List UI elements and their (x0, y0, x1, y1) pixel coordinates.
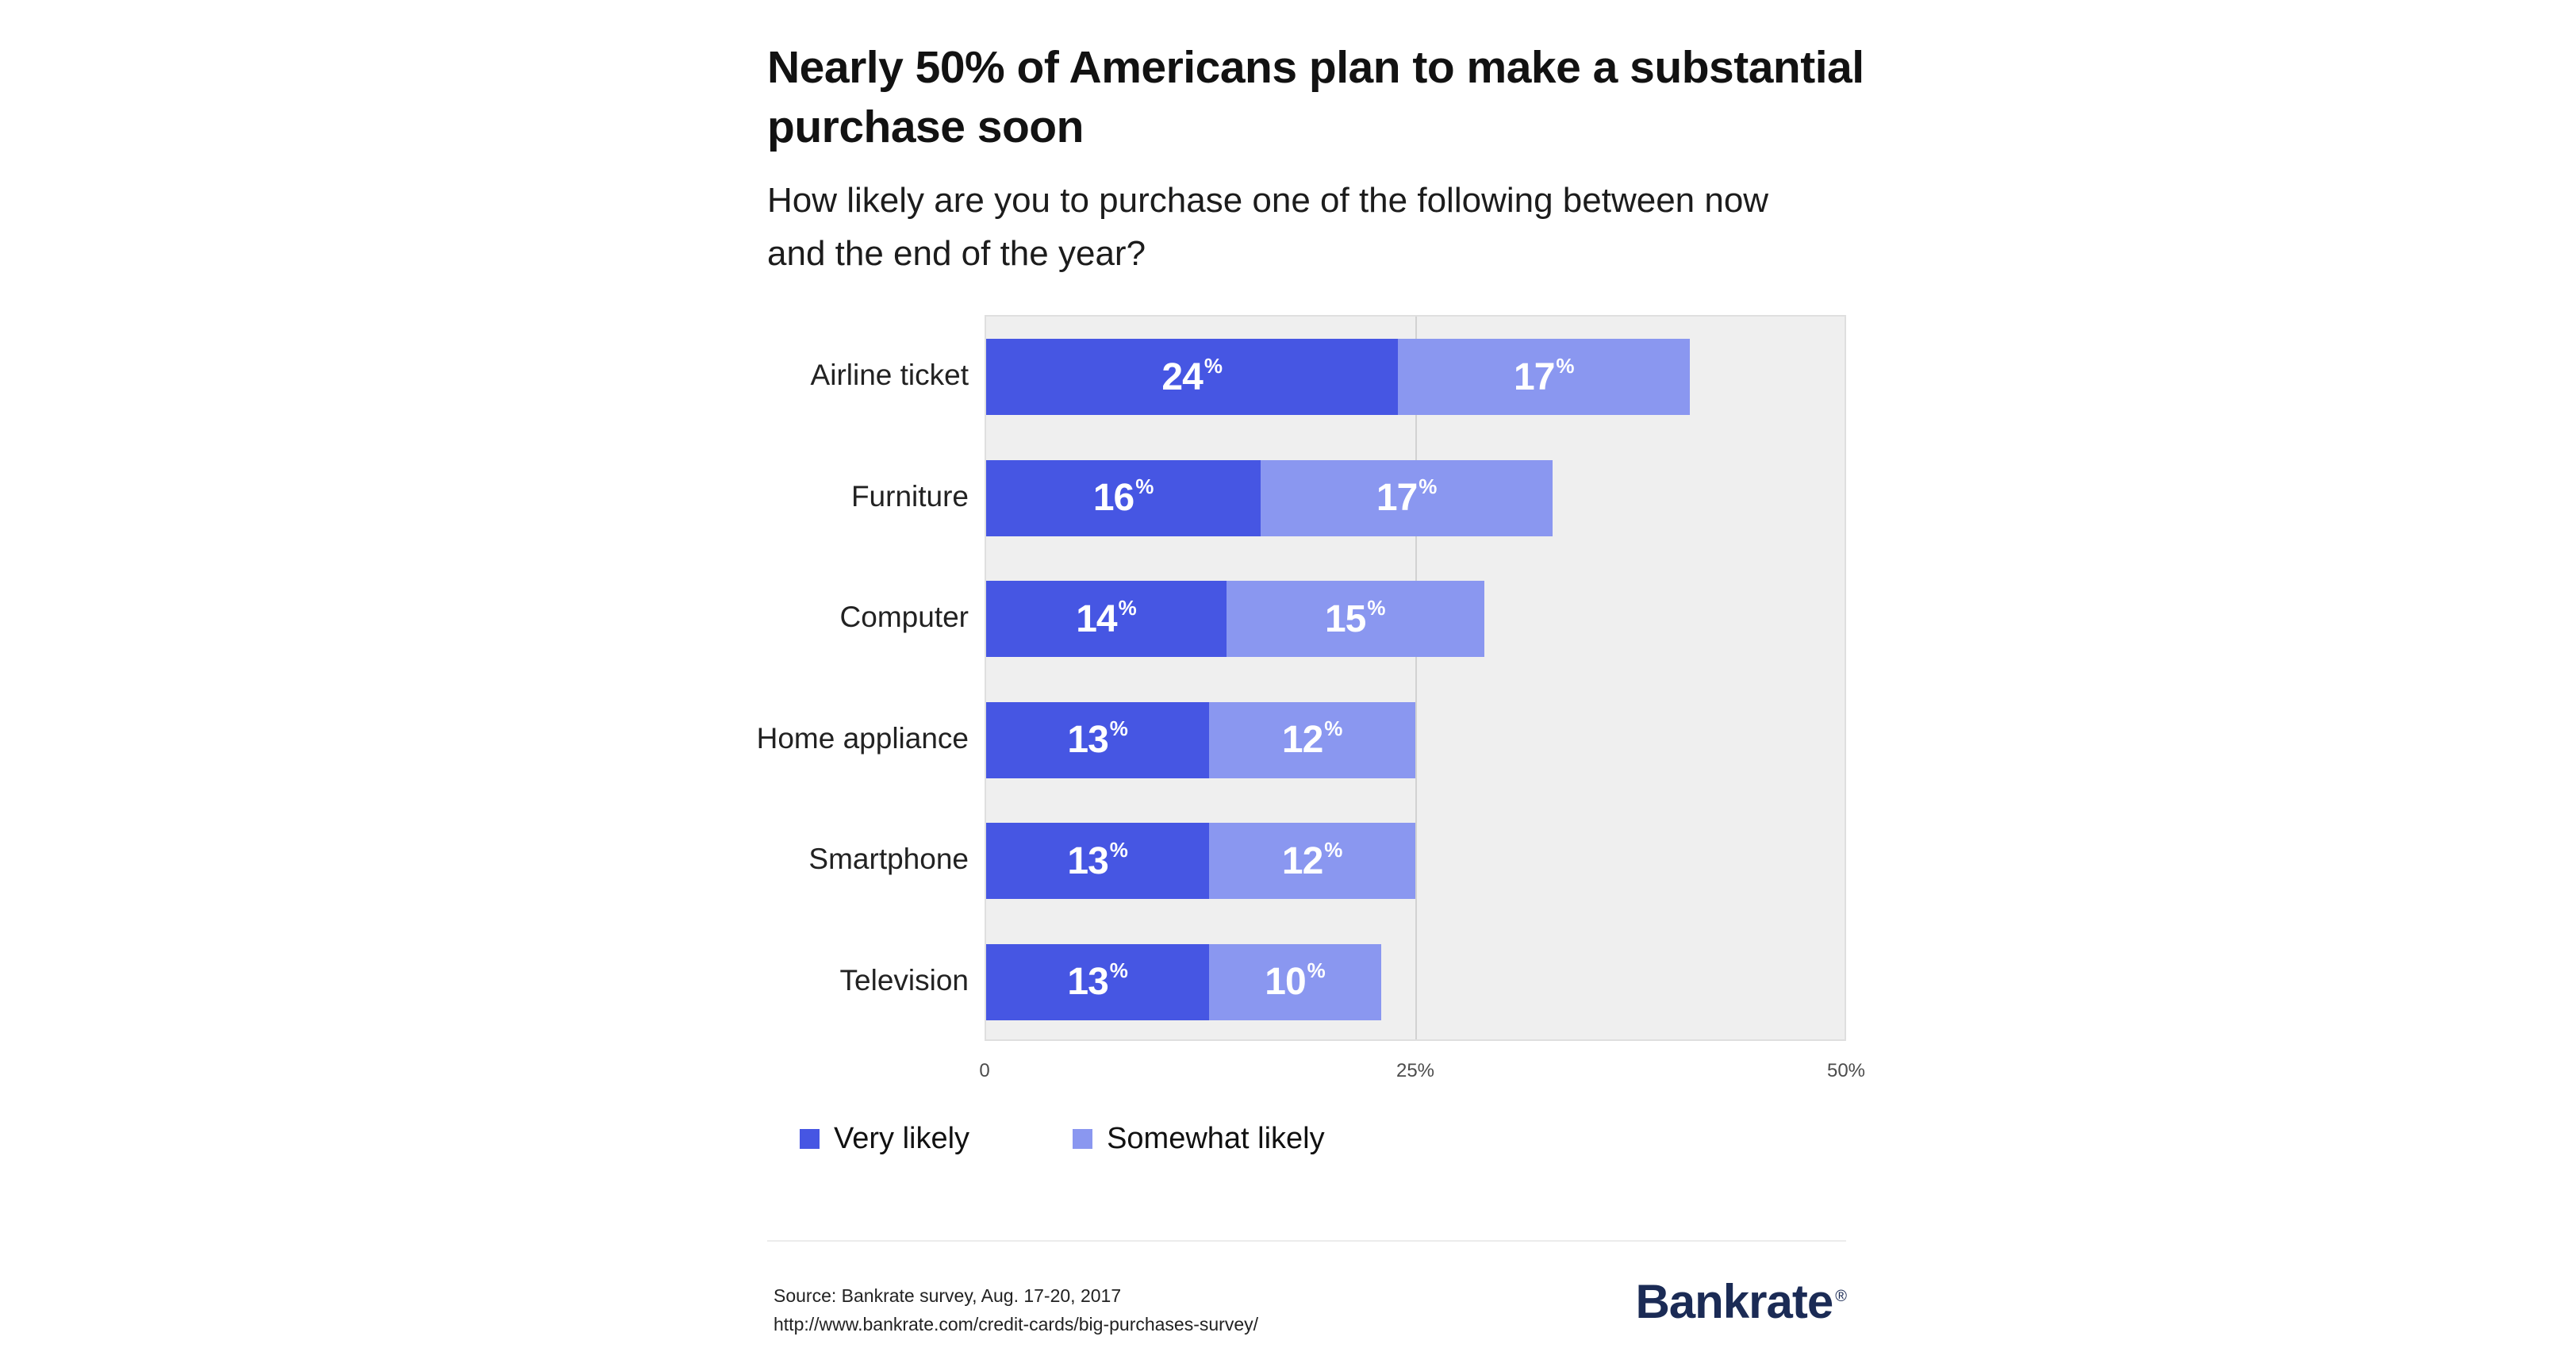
bar-segment-somewhat-likely: 17% (1261, 459, 1553, 536)
bar-value-suffix: % (1135, 474, 1154, 499)
bar-value-suffix: % (1109, 716, 1128, 741)
category-label-home-appliance: Home appliance (756, 722, 969, 755)
bar-segment-very-likely: 14% (986, 581, 1227, 658)
registered-mark: ® (1835, 1288, 1847, 1305)
footer-divider (767, 1240, 1846, 1242)
legend-swatch-somewhat-likely (1073, 1129, 1093, 1149)
bar-segment-somewhat-likely: 17% (1398, 339, 1691, 416)
bankrate-logo: Bankrate ® (1635, 1274, 1847, 1329)
legend-label-somewhat-likely: Somewhat likely (1107, 1122, 1325, 1155)
bar-value-suffix: % (1367, 595, 1386, 620)
bar-segment-somewhat-likely: 12% (1209, 701, 1415, 778)
bar-value-suffix: % (1307, 958, 1326, 983)
bar-row-airline-ticket: 24% 17% (986, 339, 1845, 416)
bar-value-suffix: % (1118, 595, 1137, 620)
legend-label-very-likely: Very likely (834, 1122, 970, 1155)
bar-segment-somewhat-likely: 15% (1226, 581, 1484, 658)
bar-value: 24 (1161, 355, 1203, 398)
bar-row-home-appliance: 13% 12% (986, 701, 1845, 778)
bar-segment-very-likely: 24% (986, 339, 1399, 416)
bar-segment-very-likely: 16% (986, 459, 1261, 536)
category-label-smartphone: Smartphone (808, 843, 969, 875)
bar-segment-very-likely: 13% (986, 701, 1210, 778)
legend-item-somewhat-likely: Somewhat likely (1073, 1122, 1325, 1156)
x-tick-0: 0 (979, 1060, 990, 1081)
bar-segment-somewhat-likely: 12% (1209, 823, 1415, 900)
bar-value: 10 (1265, 961, 1306, 1004)
bar-segment-somewhat-likely: 10% (1209, 943, 1381, 1020)
legend-item-very-likely: Very likely (800, 1122, 969, 1156)
category-label-television: Television (839, 964, 969, 997)
x-tick-25-: 25% (1395, 1060, 1435, 1081)
bar-row-computer: 14% 15% (986, 581, 1845, 658)
category-label-computer: Computer (839, 601, 969, 633)
legend: Very likely Somewhat likely (800, 1122, 1325, 1156)
gridline-25-percent (1415, 317, 1417, 1039)
chart-title: Nearly 50% of Americans plan to make a s… (767, 42, 1864, 153)
plot-area: 24% 17% 16% 17% 14% 15% 13% 12% 13% 12% 13% 10% (985, 315, 1846, 1041)
bar-value: 15 (1324, 597, 1366, 640)
bar-value: 14 (1076, 597, 1117, 640)
bar-row-furniture: 16% 17% (986, 459, 1845, 536)
bar-segment-very-likely: 13% (986, 943, 1210, 1020)
bar-value: 17 (1514, 355, 1555, 398)
bar-row-smartphone: 13% 12% (986, 823, 1845, 900)
bar-value: 16 (1092, 477, 1134, 520)
source-line-2: http://www.bankrate.com/credit-cards/big… (774, 1313, 1259, 1335)
category-label-airline-ticket: Airline ticket (810, 359, 969, 391)
chart-subtitle: How likely are you to purchase one of th… (767, 181, 1769, 273)
bar-value: 13 (1067, 839, 1108, 882)
bar-value: 12 (1281, 839, 1323, 882)
bar-value-suffix: % (1324, 837, 1343, 862)
bar-value-suffix: % (1324, 716, 1343, 741)
category-label-furniture: Furniture (850, 480, 969, 513)
bar-value-suffix: % (1419, 474, 1438, 499)
source-line-1: Source: Bankrate survey, Aug. 17-20, 201… (774, 1285, 1122, 1306)
bar-value: 13 (1067, 961, 1108, 1004)
source-text: Source: Bankrate survey, Aug. 17-20, 201… (774, 1282, 1258, 1338)
bar-value-suffix: % (1109, 837, 1128, 862)
bankrate-wordmark: Bankrate (1635, 1275, 1833, 1328)
bar-value: 17 (1376, 477, 1418, 520)
bar-value-suffix: % (1556, 353, 1575, 378)
x-tick-50-: 50% (1826, 1060, 1866, 1081)
bar-segment-very-likely: 13% (986, 823, 1210, 900)
bar-value-suffix: % (1109, 958, 1128, 983)
bar-value: 13 (1067, 719, 1108, 762)
bar-value-suffix: % (1204, 353, 1223, 378)
legend-swatch-very-likely (800, 1129, 820, 1149)
bar-row-television: 13% 10% (986, 943, 1845, 1020)
bar-value: 12 (1281, 719, 1323, 762)
